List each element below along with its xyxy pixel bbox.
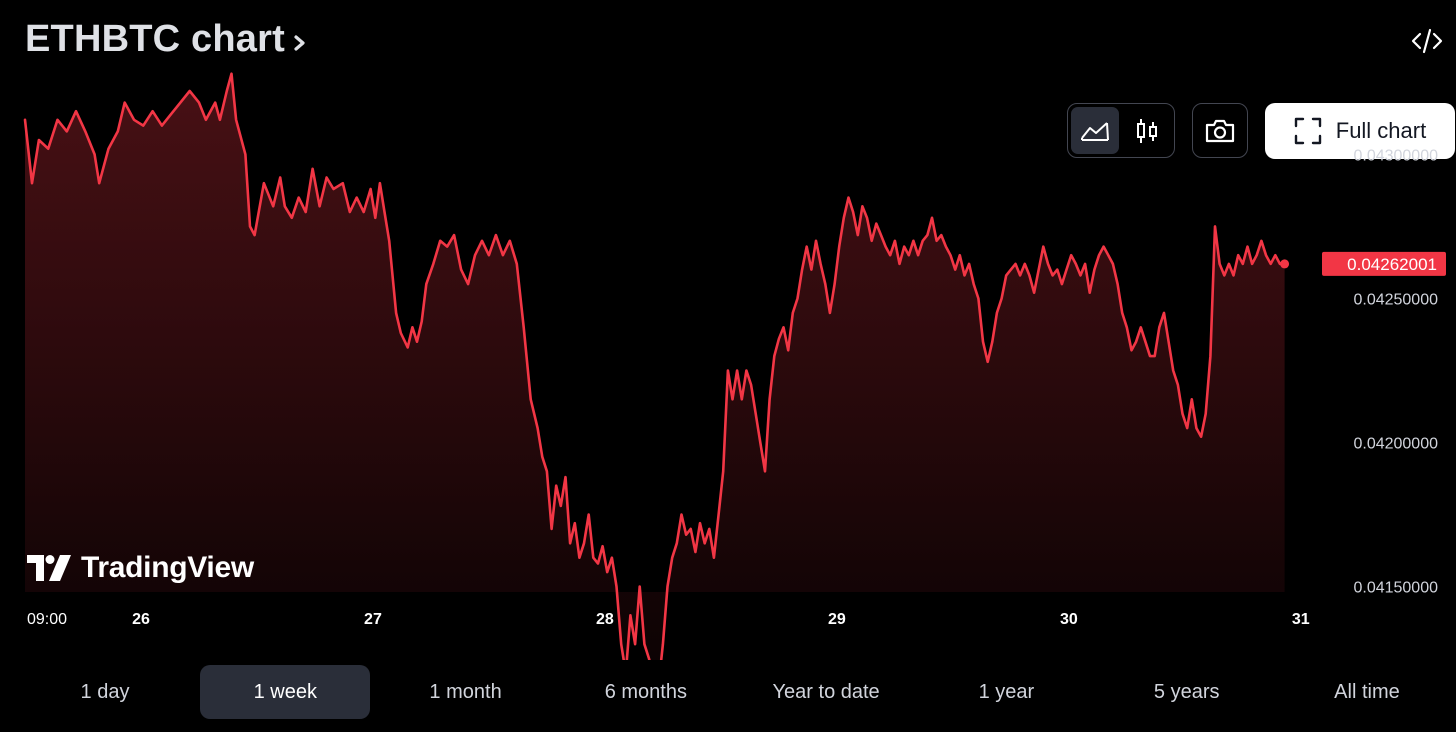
x-tick-label: 26 [132, 611, 150, 628]
current-price-badge-bg [1322, 251, 1446, 276]
y-tick-label: 0.04250000 [1353, 291, 1438, 308]
x-tick-label: 27 [364, 611, 382, 628]
candle-style-button[interactable] [1123, 107, 1171, 154]
chart-title-link[interactable]: ETHBTC chart [25, 18, 309, 61]
range-5-years[interactable]: 5 years [1153, 680, 1220, 703]
chart-style-toggle [1067, 103, 1175, 158]
price-chart[interactable]: 0.04150000 0.04200000 0.04250000 0.04300000… [0, 0, 1456, 660]
range-1-day[interactable]: 1 day [80, 680, 130, 703]
range-1-month[interactable]: 1 month [429, 680, 502, 703]
tradingview-logo-text: TradingView [81, 551, 254, 584]
area-style-button[interactable] [1071, 107, 1119, 154]
x-tick-label: 29 [828, 611, 846, 628]
y-tick-label: 0.04200000 [1353, 435, 1438, 452]
time-range-selector: 1 day 1 week 1 month 6 months Year to date 1 … [20, 665, 1452, 719]
y-tick-label: 0.04300000 [1353, 147, 1438, 164]
range-6-months[interactable]: 6 months [604, 680, 687, 703]
x-axis: 09:00 26 27 28 29 30 31 [27, 611, 1310, 628]
embed-code-button[interactable] [1410, 26, 1444, 56]
full-chart-button[interactable]: Full chart [1265, 103, 1455, 159]
range-all-time[interactable]: All time [1334, 680, 1400, 703]
camera-icon [1205, 119, 1235, 142]
y-axis: 0.04150000 0.04200000 0.04250000 0.04300000 [1353, 147, 1438, 596]
tradingview-logo-icon [27, 555, 71, 581]
price-line [23, 72, 1286, 660]
candlestick-icon [1137, 118, 1157, 143]
tradingview-logo: TradingView [27, 551, 254, 585]
code-icon [1411, 28, 1443, 54]
x-tick-label: 30 [1060, 611, 1078, 628]
chart-toolbar: Full chart [1067, 103, 1455, 159]
x-tick-label: 28 [596, 611, 614, 628]
range-year-to-date[interactable]: Year to date [772, 680, 880, 703]
range-1-week[interactable]: 1 week [200, 665, 371, 719]
current-price-label: 0.04262001 [1347, 255, 1437, 274]
x-tick-label: 09:00 [27, 611, 67, 628]
full-chart-label: Full chart [1335, 118, 1427, 143]
last-price-dot [1280, 259, 1290, 269]
y-tick-label: 0.04150000 [1353, 580, 1438, 597]
price-area-fill [25, 73, 1285, 660]
fullscreen-icon [1294, 117, 1321, 145]
chart-title: ETHBTC chart [25, 18, 285, 60]
x-tick-label: 31 [1292, 611, 1310, 628]
area-chart-icon [1081, 121, 1109, 141]
range-1-year[interactable]: 1 year [978, 680, 1035, 703]
chevron-right-icon [294, 34, 305, 51]
current-price-badge: 0.04262001 [1322, 251, 1446, 276]
snapshot-button[interactable] [1192, 103, 1248, 158]
